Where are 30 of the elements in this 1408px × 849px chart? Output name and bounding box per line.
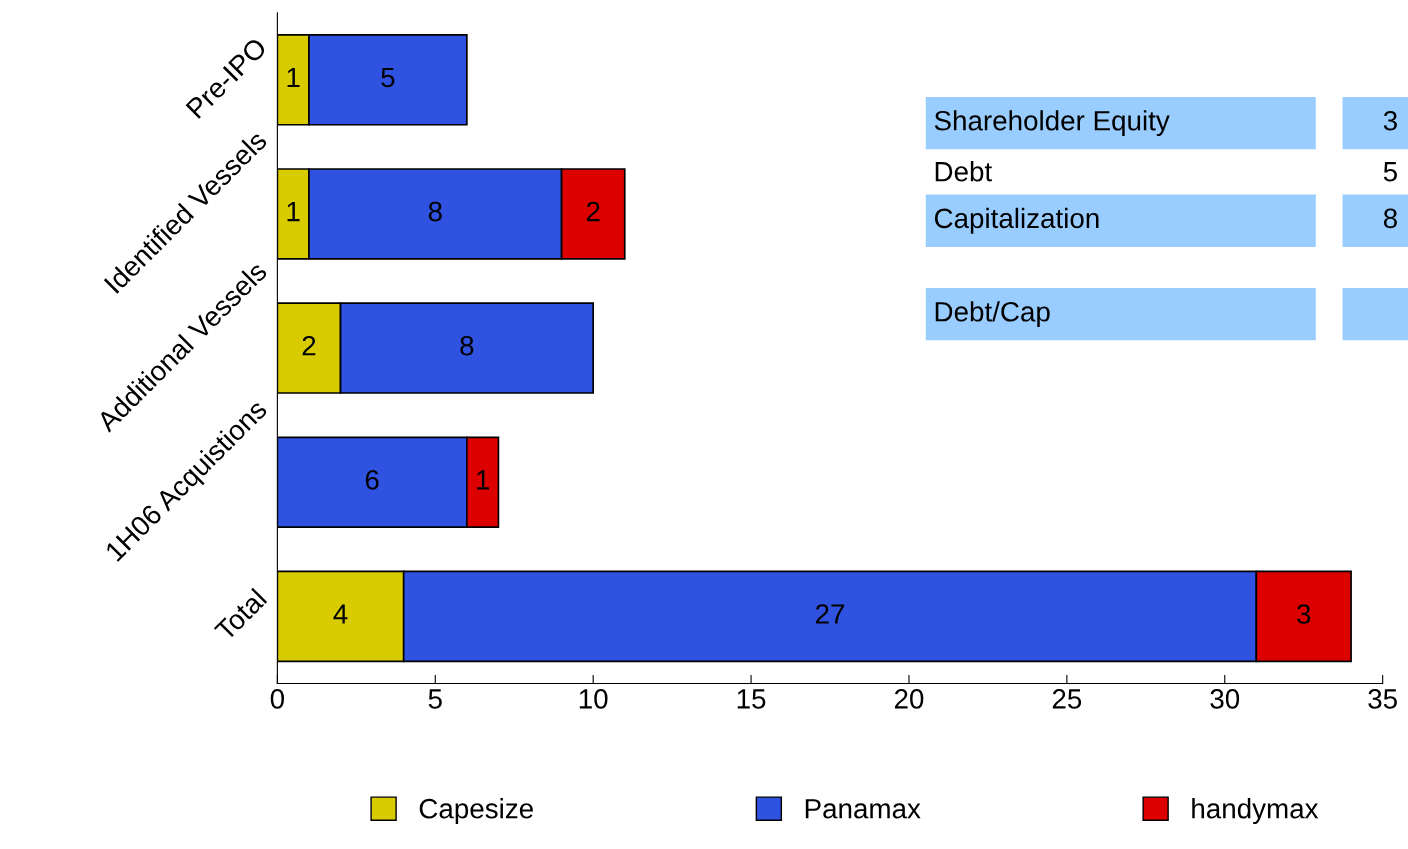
x-tick-label: 15: [737, 689, 766, 709]
annotation: Capitalization: [934, 207, 1099, 234]
annotation: Debt: [935, 161, 992, 182]
data-label: 3: [1297, 604, 1311, 624]
data-label: 5: [381, 67, 395, 88]
legend-label: Panamax: [805, 799, 921, 819]
x-tick-label: 25: [1052, 689, 1082, 709]
data-label: 2: [302, 335, 316, 356]
legend-label: Capesize: [419, 798, 533, 824]
x-tick-label: 0: [270, 689, 285, 709]
legend-label: handymax: [1192, 798, 1319, 824]
data-label: 1: [287, 202, 300, 222]
text: 5: [1383, 162, 1397, 182]
data-label: 6: [365, 470, 379, 490]
data-label: 4: [333, 604, 348, 624]
data-label: 1: [477, 470, 490, 490]
text: 3: [1383, 110, 1397, 131]
data-label: 8: [460, 335, 474, 356]
x-tick-label: 30: [1210, 689, 1240, 709]
data-label: 8: [428, 201, 442, 222]
data-label: 2: [586, 201, 600, 222]
x-tick-label: 35: [1368, 689, 1397, 709]
annotation: Shareholder Equity: [934, 110, 1170, 137]
x-tick-label: 10: [579, 689, 608, 709]
x-tick-label: 20: [894, 689, 924, 709]
x-tick-label: 5: [428, 689, 442, 709]
annotation: Debt/Cap: [935, 301, 1050, 328]
text: 8: [1383, 208, 1397, 229]
data-label: 1: [287, 67, 300, 87]
data-label: 27: [815, 604, 845, 624]
